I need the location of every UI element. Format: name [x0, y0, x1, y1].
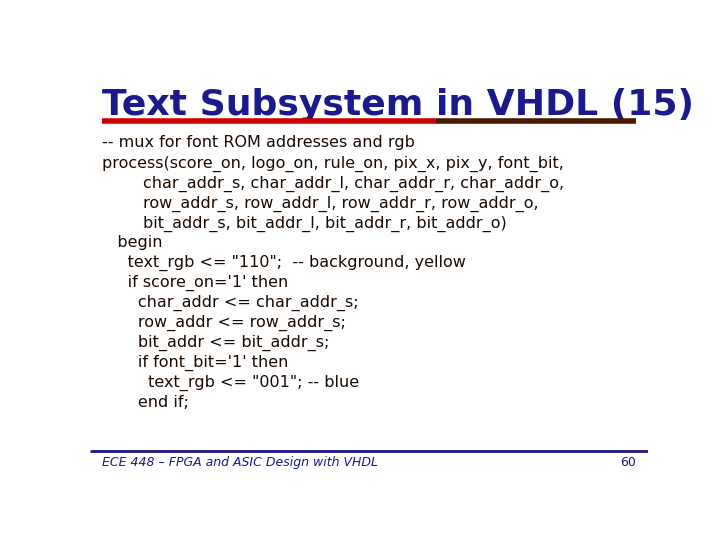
Text: row_addr_s, row_addr_l, row_addr_r, row_addr_o,: row_addr_s, row_addr_l, row_addr_r, row_… [102, 195, 539, 212]
Text: 60: 60 [620, 456, 636, 469]
Text: text_rgb <= "001"; -- blue: text_rgb <= "001"; -- blue [102, 375, 359, 391]
Text: bit_addr <= bit_addr_s;: bit_addr <= bit_addr_s; [102, 335, 330, 352]
Text: end if;: end if; [102, 395, 189, 410]
Text: row_addr <= row_addr_s;: row_addr <= row_addr_s; [102, 315, 346, 332]
Text: ECE 448 – FPGA and ASIC Design with VHDL: ECE 448 – FPGA and ASIC Design with VHDL [102, 456, 378, 469]
Text: bit_addr_s, bit_addr_l, bit_addr_r, bit_addr_o): bit_addr_s, bit_addr_l, bit_addr_r, bit_… [102, 215, 507, 232]
Text: char_addr_s, char_addr_l, char_addr_r, char_addr_o,: char_addr_s, char_addr_l, char_addr_r, c… [102, 176, 564, 192]
Text: Text Subsystem in VHDL (15): Text Subsystem in VHDL (15) [102, 87, 694, 122]
Text: char_addr <= char_addr_s;: char_addr <= char_addr_s; [102, 295, 359, 312]
Text: if score_on='1' then: if score_on='1' then [102, 275, 289, 292]
Text: begin: begin [102, 235, 163, 250]
Text: process(score_on, logo_on, rule_on, pix_x, pix_y, font_bit,: process(score_on, logo_on, rule_on, pix_… [102, 156, 564, 172]
Text: text_rgb <= "110";  -- background, yellow: text_rgb <= "110"; -- background, yellow [102, 255, 466, 272]
Text: -- mux for font ROM addresses and rgb: -- mux for font ROM addresses and rgb [102, 136, 415, 151]
Text: if font_bit='1' then: if font_bit='1' then [102, 355, 289, 371]
